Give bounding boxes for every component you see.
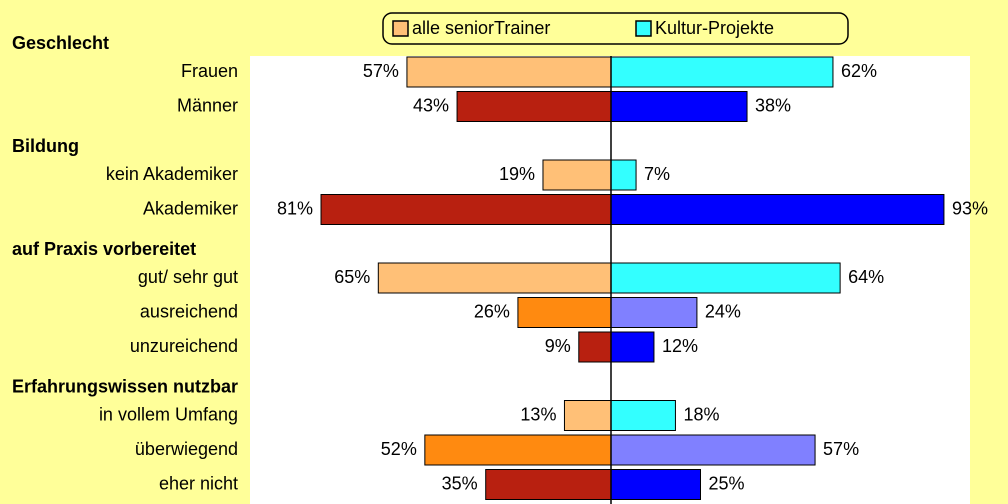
value-label: 26% (474, 301, 510, 321)
category-label: in vollem Umfang (99, 404, 238, 424)
category-label: Männer (177, 95, 238, 115)
category-label: unzureichend (130, 336, 238, 356)
category-label: kein Akademiker (106, 164, 238, 184)
value-label: 24% (705, 301, 741, 321)
category-label: gut/ sehr gut (138, 267, 238, 287)
legend-box (382, 12, 849, 45)
value-label: 9% (545, 336, 571, 356)
bar (610, 56, 834, 88)
value-label: 38% (755, 95, 791, 115)
bar (610, 262, 841, 294)
category-label: Frauen (181, 61, 238, 81)
bar (610, 91, 748, 122)
value-label: 13% (520, 404, 556, 424)
value-label: 52% (381, 439, 417, 459)
value-label: 64% (848, 267, 884, 287)
bar (517, 297, 612, 328)
bar (424, 434, 612, 466)
category-label: überwiegend (135, 439, 238, 459)
value-label: 25% (709, 473, 745, 493)
legend-swatch (635, 20, 652, 37)
legend-label: Kultur-Projekte (655, 18, 774, 38)
bar (377, 262, 612, 294)
value-label: 57% (363, 61, 399, 81)
legend-label: alle seniorTrainer (412, 18, 550, 38)
value-label: 62% (841, 61, 877, 81)
group-label: Geschlecht (12, 33, 109, 53)
bar (610, 400, 676, 431)
value-label: 93% (952, 198, 988, 218)
value-label: 65% (334, 267, 370, 287)
value-label: 81% (277, 198, 313, 218)
bar (456, 91, 612, 122)
value-label: 7% (644, 164, 670, 184)
bar (563, 400, 612, 431)
legend-swatch (392, 20, 409, 37)
bar (610, 434, 816, 466)
value-label: 35% (442, 473, 478, 493)
bar (485, 469, 612, 500)
value-label: 12% (662, 336, 698, 356)
bar (406, 56, 612, 88)
bar (542, 159, 612, 191)
value-label: 18% (683, 404, 719, 424)
value-label: 57% (823, 439, 859, 459)
bar (610, 159, 637, 191)
category-label: ausreichend (140, 301, 238, 321)
bar (610, 331, 655, 363)
value-label: 43% (413, 95, 449, 115)
category-label: Akademiker (143, 198, 238, 218)
bar (320, 194, 612, 225)
group-label: Bildung (12, 136, 79, 156)
value-label: 19% (499, 164, 535, 184)
legend: alle seniorTrainer Kultur-Projekte (382, 12, 849, 45)
group-label: auf Praxis vorbereitet (12, 239, 196, 259)
bar (578, 331, 612, 363)
bar (610, 469, 701, 500)
category-label: eher nicht (159, 473, 238, 493)
bar (610, 194, 945, 225)
bar (610, 297, 698, 328)
group-label: Erfahrungswissen nutzbar (12, 376, 238, 396)
